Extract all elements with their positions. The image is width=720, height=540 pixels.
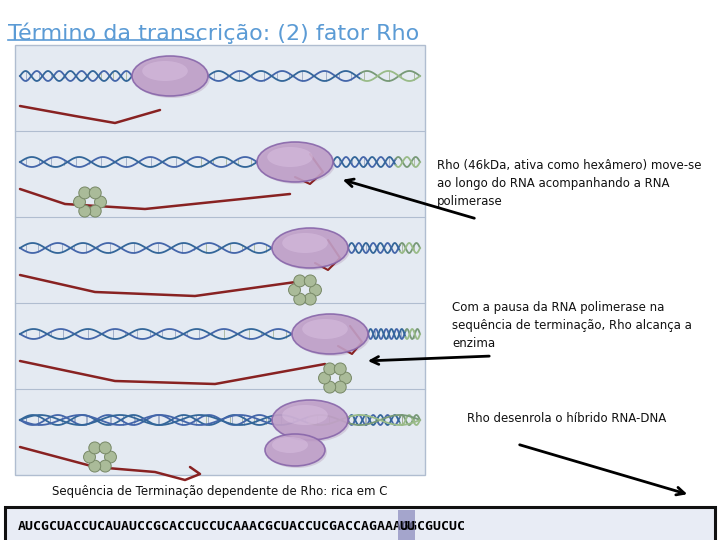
- Circle shape: [78, 187, 91, 199]
- Ellipse shape: [267, 147, 312, 167]
- Ellipse shape: [282, 233, 328, 253]
- Ellipse shape: [302, 319, 348, 339]
- Ellipse shape: [134, 58, 210, 98]
- Circle shape: [89, 442, 101, 454]
- Circle shape: [89, 460, 101, 472]
- Circle shape: [84, 451, 96, 463]
- Circle shape: [89, 187, 102, 199]
- Ellipse shape: [132, 56, 208, 96]
- Bar: [5, 507, 715, 540]
- Circle shape: [305, 293, 316, 305]
- Ellipse shape: [294, 316, 370, 356]
- Text: Rho (46kDa, ativa como hexâmero) move-se
ao longo do RNA acompanhando a RNA
poli: Rho (46kDa, ativa como hexâmero) move-se…: [437, 159, 701, 208]
- Ellipse shape: [274, 402, 350, 442]
- Circle shape: [318, 372, 330, 384]
- Circle shape: [89, 205, 102, 217]
- Ellipse shape: [259, 144, 335, 184]
- Text: Com a pausa da RNA polimerase na
sequência de terminação, Rho alcança a
enzima: Com a pausa da RNA polimerase na sequênc…: [452, 301, 692, 350]
- Circle shape: [104, 451, 117, 463]
- Ellipse shape: [272, 228, 348, 268]
- Ellipse shape: [282, 405, 328, 425]
- Circle shape: [294, 275, 306, 287]
- Circle shape: [324, 363, 336, 375]
- Bar: [15, 45, 425, 475]
- Ellipse shape: [265, 434, 325, 466]
- Ellipse shape: [292, 314, 368, 354]
- Circle shape: [305, 275, 316, 287]
- Text: AUCGCUACCUCAUAUCCGCACCUCCUCAAACGCUACCUCGACCAGAAAGGCGUCUC: AUCGCUACCUCAUAUCCGCACCUCCUCAAACGCUACCUCG…: [18, 519, 466, 532]
- Circle shape: [289, 284, 300, 296]
- Text: Término da transcrição: (2) fator Rho: Término da transcrição: (2) fator Rho: [8, 22, 419, 44]
- Ellipse shape: [274, 230, 350, 270]
- Circle shape: [334, 381, 346, 393]
- Ellipse shape: [257, 142, 333, 182]
- Text: Rho desenrola o híbrido RNA-DNA: Rho desenrola o híbrido RNA-DNA: [467, 412, 666, 425]
- Circle shape: [324, 381, 336, 393]
- Ellipse shape: [272, 400, 348, 440]
- Ellipse shape: [267, 436, 327, 468]
- Circle shape: [310, 284, 321, 296]
- Circle shape: [294, 293, 306, 305]
- Circle shape: [99, 442, 111, 454]
- Circle shape: [99, 460, 111, 472]
- Circle shape: [73, 196, 86, 208]
- Text: UU: UU: [400, 519, 416, 532]
- Circle shape: [334, 363, 346, 375]
- Text: Sequência de Terminação dependente de Rho: rica em C: Sequência de Terminação dependente de Rh…: [53, 485, 388, 498]
- Circle shape: [94, 196, 107, 208]
- Ellipse shape: [142, 61, 188, 81]
- Circle shape: [78, 205, 91, 217]
- Ellipse shape: [272, 437, 308, 453]
- Circle shape: [340, 372, 351, 384]
- Bar: [397, 510, 415, 540]
